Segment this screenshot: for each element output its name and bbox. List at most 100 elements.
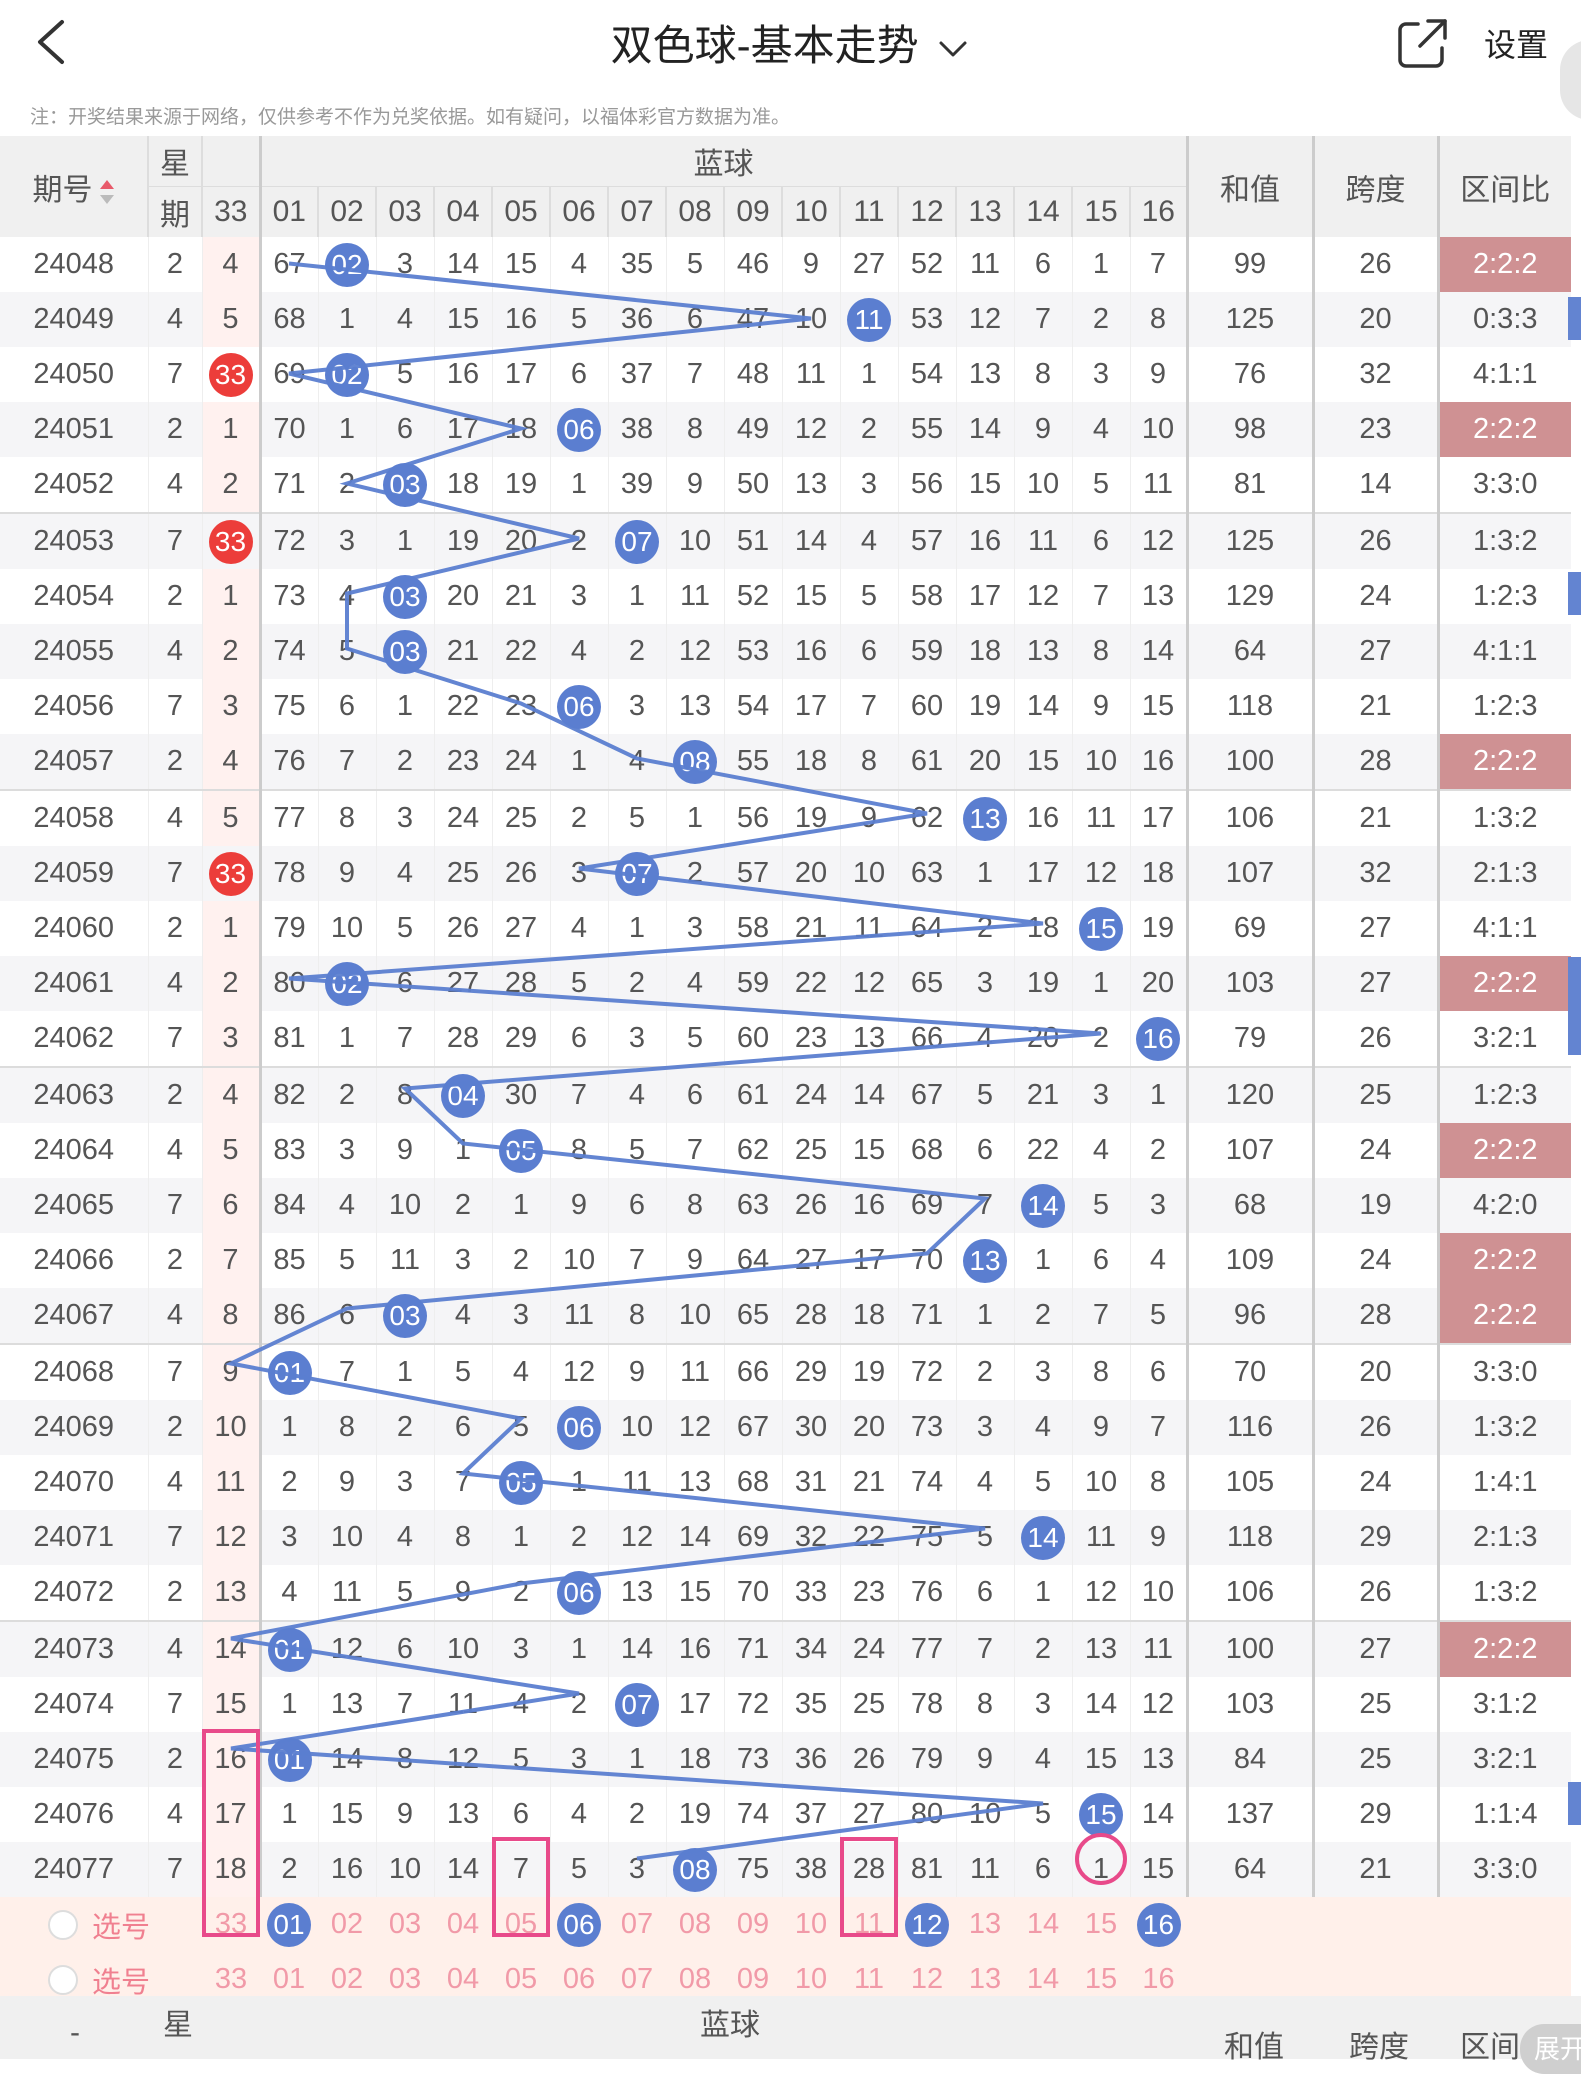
- issue-cell: 24055: [0, 624, 148, 679]
- miss-count-cell: 6: [1071, 512, 1130, 569]
- miss-count-cell: 58: [897, 569, 956, 624]
- miss-count-cell: 67: [723, 1400, 782, 1455]
- ratio-cell: 3:3:0: [1436, 1343, 1571, 1400]
- select-number-07[interactable]: 07: [608, 1897, 666, 1952]
- select-number-05[interactable]: 05: [492, 1897, 550, 1952]
- select-red33[interactable]: 33: [202, 1897, 260, 1952]
- issue-header[interactable]: 期号: [0, 136, 148, 237]
- floating-edge-button[interactable]: [1560, 40, 1581, 120]
- miss-count-cell: 70: [897, 1233, 956, 1288]
- select-number-10[interactable]: 10: [782, 1897, 840, 1952]
- select-number-03[interactable]: 03: [376, 1897, 434, 1952]
- miss-count-cell: 54: [897, 347, 956, 402]
- miss-count-cell: 77: [897, 1620, 956, 1677]
- miss-count-cell: 3: [549, 1732, 608, 1787]
- select-number-14[interactable]: 14: [1014, 1897, 1072, 1952]
- select-number-06[interactable]: 06: [550, 1897, 608, 1952]
- title-text: 双色球-基本走势: [610, 22, 919, 69]
- radio-icon[interactable]: [48, 1909, 78, 1940]
- miss-count-cell: 5: [1013, 1455, 1072, 1510]
- miss-count-cell: 69: [897, 1178, 956, 1233]
- miss-count-cell: 17: [955, 569, 1014, 624]
- select-number-16[interactable]: 16: [1130, 1897, 1187, 1952]
- issue-cell: 24048: [33, 248, 115, 280]
- settings-button[interactable]: 设置: [1484, 27, 1549, 63]
- share-icon[interactable]: [1396, 16, 1450, 70]
- select-number-02[interactable]: 02: [318, 1897, 376, 1952]
- span-cell: 26: [1311, 1011, 1438, 1067]
- select-number-04[interactable]: 04: [434, 1897, 492, 1952]
- miss-count-cell: 31: [781, 1455, 840, 1510]
- miss-count-cell: 12: [781, 402, 840, 457]
- miss-count-cell: 26: [839, 1732, 898, 1787]
- expand-button[interactable]: 展开: [1520, 2024, 1581, 2074]
- miss-count-cell: 18: [1013, 901, 1072, 956]
- week-cell: 2: [147, 901, 202, 956]
- miss-count-cell: 5: [491, 1400, 550, 1455]
- select-number-13[interactable]: 13: [956, 1897, 1014, 1952]
- select-number-08[interactable]: 08: [666, 1897, 724, 1952]
- red33-header: 33: [201, 186, 260, 237]
- red33-cell: 1: [201, 402, 260, 457]
- miss-count-cell: 8: [955, 1677, 1014, 1732]
- week-cell: 2: [147, 569, 202, 624]
- ratio-cell: 0:3:3: [1436, 292, 1571, 347]
- miss-count-cell: 74: [897, 1455, 956, 1510]
- select-number-12[interactable]: 12: [898, 1897, 956, 1952]
- ratio-cell: 2:2:2: [1436, 237, 1571, 292]
- miss-count-cell: 3: [317, 512, 376, 569]
- miss-count-cell: 28: [491, 956, 550, 1011]
- miss-count-cell: 4: [375, 1510, 434, 1565]
- miss-count-cell: 10: [375, 1842, 434, 1897]
- blue-col-header-06: 06: [549, 186, 608, 237]
- miss-count-cell: 78: [258, 846, 318, 901]
- span-cell: 29: [1311, 1510, 1438, 1565]
- miss-count-cell: 18: [433, 457, 492, 513]
- blue-hit-cell: 02: [317, 237, 376, 292]
- table-row: 24070 4 11 2 9 3 7 05 1 11 13 68 31 21 74 4 5 10 8 105 24 1:4…: [0, 1455, 1571, 1510]
- blue-hit-cell: 16: [1129, 1011, 1187, 1067]
- miss-count-cell: 21: [1013, 1066, 1072, 1123]
- red33-cell: 5: [201, 292, 260, 347]
- miss-count-cell: 26: [433, 901, 492, 956]
- select-label-cell[interactable]: 选号: [0, 1897, 202, 1952]
- miss-count-cell: 5: [375, 1565, 434, 1621]
- miss-count-cell: 6: [375, 956, 434, 1011]
- blue-hit-cell: 03: [375, 1288, 434, 1344]
- week-cell: 7: [147, 1677, 202, 1732]
- page-title[interactable]: 双色球-基本走势: [0, 12, 1581, 73]
- miss-count-cell: 74: [258, 624, 318, 679]
- miss-count-cell: 52: [723, 569, 782, 624]
- table-row: 24056 7 3 75 6 1 22 23 06 3 13 54 17 7 60 19 14 9 15 118 21 1…: [0, 679, 1571, 734]
- miss-count-cell: 8: [375, 1732, 434, 1787]
- miss-count-cell: 2: [1129, 1123, 1187, 1178]
- miss-count-cell: 7: [375, 1011, 434, 1067]
- miss-count-cell: 10: [1129, 402, 1187, 457]
- radio-icon[interactable]: [48, 1964, 78, 1995]
- miss-count-cell: 17: [665, 1677, 724, 1732]
- issue-cell: 24059: [0, 846, 148, 901]
- ratio-cell: 3:1:2: [1436, 1677, 1571, 1732]
- miss-count-cell: 19: [955, 679, 1014, 734]
- issue-cell: 24060: [33, 912, 115, 944]
- back-arrow-icon[interactable]: [28, 14, 78, 70]
- select-number-11[interactable]: 11: [840, 1897, 898, 1952]
- blue-col-header-03: 03: [375, 186, 434, 237]
- issue-cell: 24076: [33, 1798, 115, 1830]
- scroll-marker: [1568, 572, 1581, 615]
- span-cell: 27: [1311, 956, 1438, 1011]
- miss-count-cell: 4: [491, 1343, 550, 1400]
- issue-cell: 24063: [0, 1066, 148, 1123]
- issue-cell: 24064: [33, 1134, 115, 1166]
- select-number-15[interactable]: 15: [1072, 1897, 1130, 1952]
- miss-count-cell: 18: [955, 624, 1014, 679]
- select-number-09[interactable]: 09: [724, 1897, 782, 1952]
- miss-count-cell: 3: [1071, 347, 1130, 402]
- miss-count-cell: 12: [1013, 569, 1072, 624]
- miss-count-cell: 20: [433, 569, 492, 624]
- miss-count-cell: 9: [317, 1455, 376, 1510]
- select-number-01[interactable]: 01: [260, 1897, 318, 1952]
- ratio-cell: 4:1:1: [1436, 624, 1571, 679]
- table-row: 24076 4 17 1 15 9 13 6 4 2 19 74 37 27 80 10 5 15 14 137 29 1…: [0, 1787, 1571, 1842]
- table-row: 24059 7 33 78 9 4 25 26 3 07 2 57 20 10 63 1 17 12 18 107 32…: [0, 846, 1571, 901]
